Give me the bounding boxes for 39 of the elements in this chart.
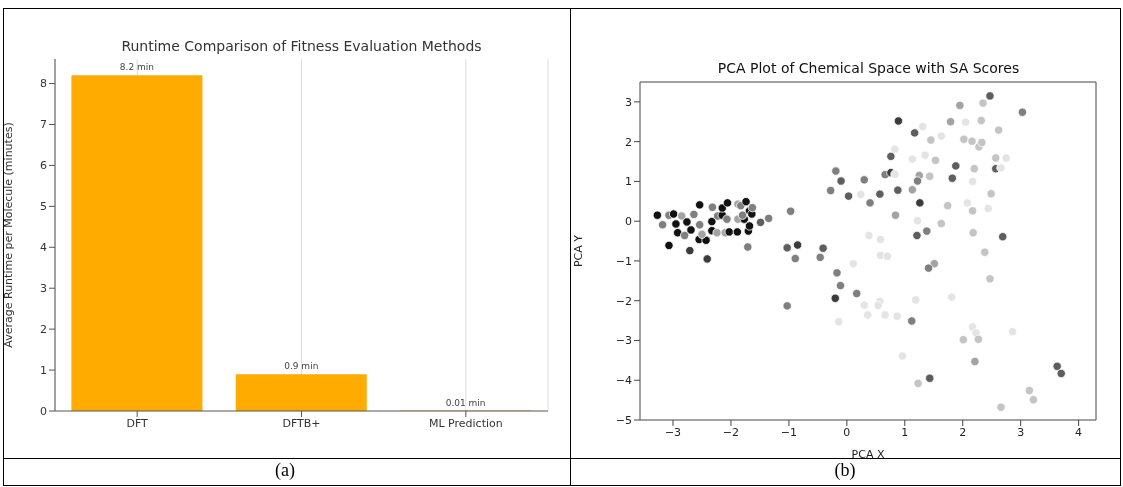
x-tick-label: −3 <box>664 425 682 439</box>
y-tick-label: −4 <box>615 374 632 388</box>
y-tick-label: 7 <box>40 118 47 132</box>
x-tick-label: DFT <box>126 416 149 430</box>
y-tick-label: −5 <box>615 413 632 427</box>
chart-title: Runtime Comparison of Fitness Evaluation Methods <box>120 38 483 54</box>
y-tick-label: 8 <box>40 77 47 91</box>
x-tick-label: DFTB+ <box>282 416 321 430</box>
y-tick-label: 6 <box>40 159 47 173</box>
x-tick-label: ML Prediction <box>428 416 503 430</box>
y-axis-title: Average Runtime per Molecule (minutes) <box>1 122 15 348</box>
y-axis-title: PCA Y <box>571 234 585 268</box>
x-tick-label: −1 <box>780 425 798 439</box>
x-axis-title: PCA X <box>851 448 885 461</box>
y-tick-label: −2 <box>615 294 632 308</box>
y-tick-label: −1 <box>615 254 632 268</box>
data-label: 8.2 min <box>119 62 155 73</box>
x-tick-label: 2 <box>959 425 967 439</box>
y-tick-label: 3 <box>40 282 47 296</box>
x-tick-label: 0 <box>843 425 851 439</box>
y-tick-label: 4 <box>40 241 47 255</box>
x-tick-label: 3 <box>1017 425 1025 439</box>
y-tick-label: 2 <box>625 135 632 149</box>
chart-title: PCA Plot of Chemical Space with SA Scores <box>716 60 1021 76</box>
y-tick-label: 1 <box>625 175 632 189</box>
y-tick-label: 2 <box>40 323 47 337</box>
y-tick-label: −3 <box>615 334 632 348</box>
y-tick-label: 3 <box>625 95 632 109</box>
x-tick-label: −2 <box>722 425 740 439</box>
x-tick-label: 1 <box>901 425 909 439</box>
y-tick-label: 1 <box>40 363 47 377</box>
y-tick-label: 0 <box>40 404 47 418</box>
data-label: 0.9 min <box>284 361 319 372</box>
y-tick-label: 5 <box>40 200 47 214</box>
y-tick-label: 0 <box>625 215 632 229</box>
text: (a) <box>274 460 296 481</box>
data-label: 0.01 min <box>445 397 486 408</box>
x-tick-label: 4 <box>1075 425 1083 439</box>
text: (b) <box>833 460 857 481</box>
